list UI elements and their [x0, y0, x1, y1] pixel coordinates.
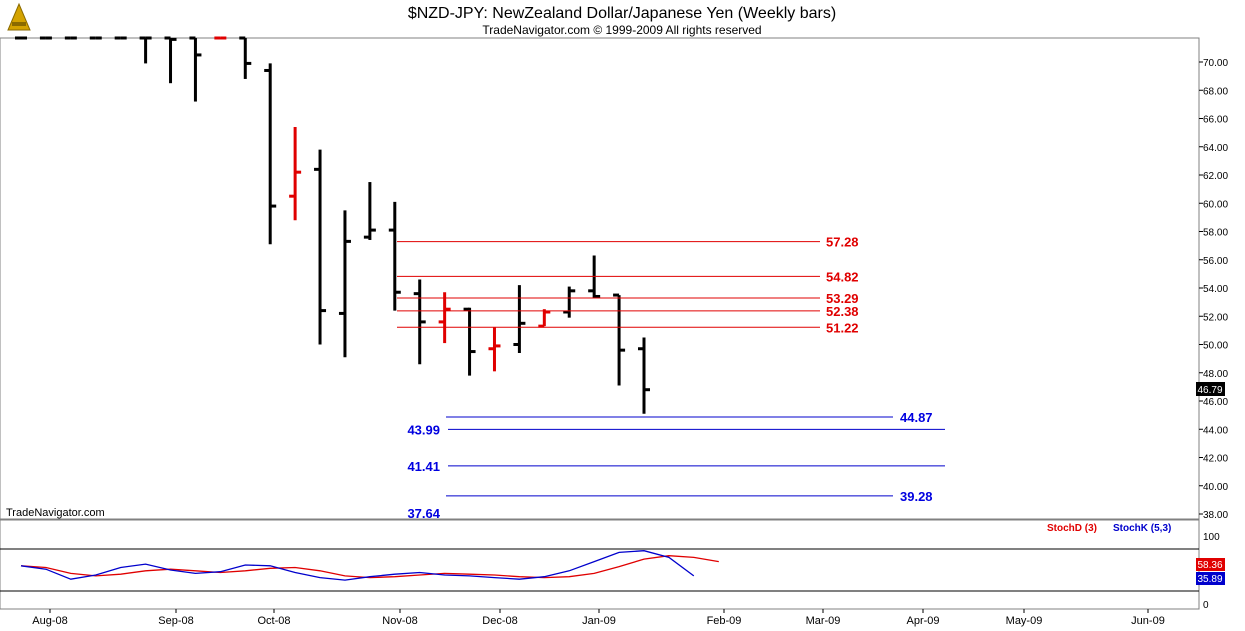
price-bar [139, 36, 152, 64]
price-bar [513, 285, 526, 353]
x-axis-tick-label: Feb-09 [707, 615, 742, 627]
x-axis-tick-label: Mar-09 [806, 615, 841, 627]
price-axis-tick-label: 70.00 [1203, 58, 1228, 69]
stochastic-panel [0, 519, 1200, 610]
price-axis-tick-label: 66.00 [1203, 115, 1228, 126]
price-bar [164, 36, 177, 84]
x-axis-tick-label: Dec-08 [482, 615, 517, 627]
last-price-label: 46.79 [1197, 385, 1222, 396]
chart-copyright: TradeNavigator.com © 1999-2009 All right… [482, 23, 761, 37]
price-axis-tick-label: 56.00 [1203, 256, 1228, 267]
stoch-ytick-100: 100 [1203, 532, 1220, 543]
x-axis-tick-label: May-09 [1006, 615, 1043, 627]
tradenavigator-logo-icon [4, 2, 34, 32]
price-bar [413, 279, 426, 365]
price-bar [338, 210, 351, 358]
price-axis-tick-label: 44.00 [1203, 425, 1228, 436]
price-axis-tick-label: 46.00 [1203, 397, 1228, 408]
price-bar [363, 182, 376, 240]
price-bar [189, 36, 202, 102]
price-axis-tick-label: 68.00 [1203, 86, 1228, 97]
support-level-label: 43.99 [407, 422, 440, 437]
price-panel [0, 37, 1200, 520]
support-level-label: 39.28 [900, 489, 933, 504]
support-level-label: 44.87 [900, 410, 933, 425]
price-axis-tick-label: 60.00 [1203, 199, 1228, 210]
x-axis-tick-label: Sep-08 [158, 615, 193, 627]
price-bar [314, 149, 327, 345]
stochd-value-badge [1196, 558, 1225, 571]
watermark-label: TradeNavigator.com [6, 507, 105, 519]
price-axis-tick-label: 48.00 [1203, 369, 1228, 380]
resistance-level-label: 57.28 [826, 235, 859, 250]
stochk-value-badge [1196, 572, 1225, 585]
price-bar [388, 201, 401, 311]
price-bar [488, 327, 501, 372]
stoch-ytick-0: 0 [1203, 600, 1209, 611]
price-bar [214, 36, 227, 40]
support-level-label: 37.64 [407, 506, 440, 521]
last-price-badge [1196, 382, 1225, 396]
price-bar [463, 307, 476, 376]
stochk-value-label: 35.89 [1197, 574, 1222, 585]
price-axis-tick-label: 50.00 [1203, 341, 1228, 352]
price-bar [289, 126, 302, 221]
price-bar [638, 337, 650, 414]
price-bar [613, 293, 626, 386]
stochk-line [20, 550, 695, 581]
price-axis-tick-label: 58.00 [1203, 228, 1228, 239]
x-axis-tick-label: Apr-09 [906, 615, 939, 627]
legend-stochd: StochD (3) [1047, 523, 1097, 534]
price-axis-tick-label: 40.00 [1203, 482, 1228, 493]
price-axis-tick-label: 54.00 [1203, 284, 1228, 295]
chart-title: $NZD-JPY: NewZealand Dollar/Japanese Yen… [408, 5, 836, 22]
resistance-level-label: 53.29 [826, 291, 859, 306]
resistance-level-label: 51.22 [826, 320, 859, 335]
price-axis-tick-label: 52.00 [1203, 312, 1228, 323]
x-axis-tick-label: Nov-08 [382, 615, 417, 627]
price-bar [264, 63, 277, 245]
price-bar [239, 36, 252, 79]
price-bar [538, 309, 551, 328]
price-axis-tick-label: 38.00 [1203, 510, 1228, 521]
x-axis-tick-label: Jan-09 [582, 615, 616, 627]
price-axis-tick-label: 62.00 [1203, 171, 1228, 182]
resistance-level-label: 54.82 [826, 269, 859, 284]
legend-stochk: StochK (5,3) [1113, 523, 1171, 534]
price-bar [563, 286, 576, 318]
x-axis-tick-label: Oct-08 [257, 615, 290, 627]
stochd-value-label: 58.36 [1197, 560, 1222, 571]
x-axis-tick-label: Aug-08 [32, 615, 67, 627]
price-axis-tick-label: 64.00 [1203, 143, 1228, 154]
x-axis-tick-label: Jun-09 [1131, 615, 1165, 627]
resistance-level-label: 52.38 [826, 304, 859, 319]
price-bar [438, 292, 451, 344]
price-axis-tick-label: 42.00 [1203, 454, 1228, 465]
stochd-line [20, 555, 719, 579]
support-level-label: 41.41 [407, 459, 440, 474]
